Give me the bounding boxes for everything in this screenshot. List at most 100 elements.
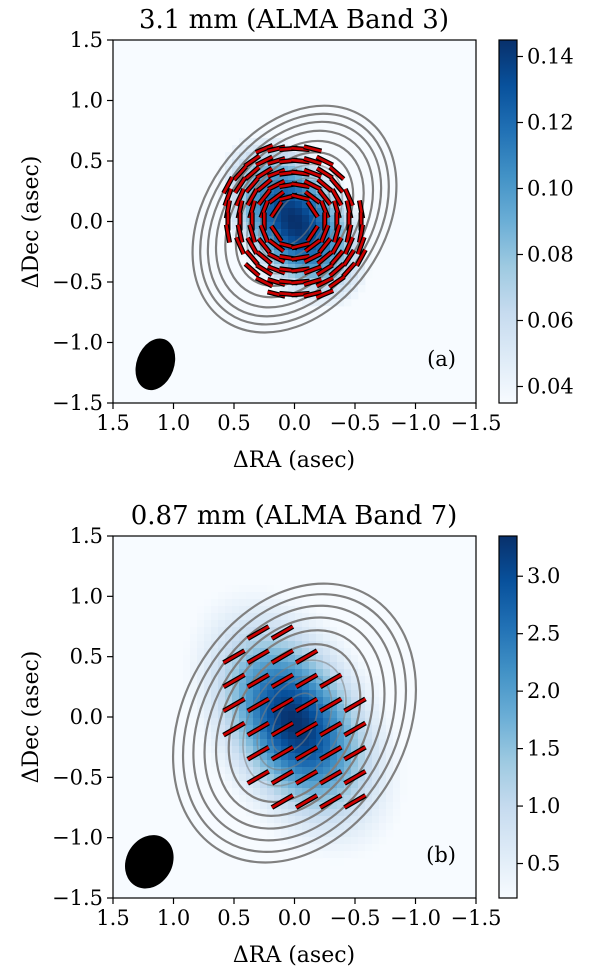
emission-pixel [351, 823, 359, 831]
polarization-vector [269, 224, 284, 243]
emission-pixel [372, 690, 380, 698]
emission-pixel [281, 152, 289, 160]
polarization-vector [303, 264, 323, 276]
emission-pixel [330, 669, 338, 677]
emission-pixel [260, 788, 268, 796]
colorbar-tick-label: 0.12 [527, 111, 574, 135]
emission-pixel [365, 809, 373, 817]
emission-pixel [330, 641, 338, 649]
emission-pixel [288, 215, 296, 223]
emission-pixel [288, 222, 296, 230]
emission-pixel [372, 837, 380, 845]
emission-pixel [323, 739, 331, 747]
emission-pixel [211, 704, 219, 712]
emission-pixel [295, 718, 303, 726]
emission-pixel [344, 718, 352, 726]
emission-pixel [246, 620, 254, 628]
emission-pixel [302, 837, 310, 845]
panel-a-colorbar: 0.04 0.06 0.08 0.10 0.12 0.14 [498, 39, 574, 404]
emission-pixel [330, 215, 338, 223]
contour-line [171, 582, 418, 864]
emission-pixel [358, 837, 366, 845]
emission-pixel [358, 753, 366, 761]
polarization-vector [245, 188, 259, 207]
emission-pixel [358, 844, 366, 852]
emission-pixel [218, 732, 226, 740]
polarization-vector [222, 696, 246, 714]
emission-pixel [288, 613, 296, 621]
emission-pixel [337, 837, 345, 845]
emission-pixel [337, 627, 345, 635]
emission-pixel [260, 641, 268, 649]
contour-line [214, 629, 375, 817]
emission-pixel [190, 634, 198, 642]
emission-pixel [281, 187, 289, 195]
emission-pixel [330, 739, 338, 747]
emission-pixel [281, 592, 289, 600]
x-tick-label: −1.0 [390, 906, 441, 930]
emission-pixel [204, 676, 212, 684]
emission-pixel [183, 648, 191, 656]
emission-pixel [302, 669, 310, 677]
emission-pixel [260, 138, 268, 146]
emission-pixel [281, 655, 289, 663]
emission-pixel [197, 662, 205, 670]
emission-pixel [351, 222, 359, 230]
emission-pixel [295, 774, 303, 782]
emission-pixel [260, 152, 268, 160]
emission-pixel [211, 662, 219, 670]
colorbar-tick-label: 3.0 [527, 564, 560, 588]
emission-pixel [260, 753, 268, 761]
emission-pixel [309, 201, 317, 209]
polarization-vector [328, 262, 346, 278]
emission-pixel [204, 613, 212, 621]
emission-pixel [365, 823, 373, 831]
emission-pixel [253, 760, 261, 768]
emission-pixel [225, 585, 233, 593]
emission-pixel [337, 194, 345, 202]
emission-pixel [337, 844, 345, 852]
emission-pixel [211, 676, 219, 684]
polarization-vector [303, 251, 322, 265]
emission-pixel [281, 620, 289, 628]
polarization-vector [330, 188, 344, 207]
colorbar-tick-label: 0.5 [527, 852, 560, 876]
emission-pixel [330, 648, 338, 656]
emission-pixel [316, 215, 324, 223]
emission-pixel [372, 767, 380, 775]
emission-pixel [295, 606, 303, 614]
emission-pixel [393, 746, 401, 754]
emission-pixel [372, 697, 380, 705]
contour-line [203, 616, 386, 830]
emission-pixel [274, 599, 282, 607]
emission-pixel [197, 634, 205, 642]
emission-pixel [295, 844, 303, 852]
emission-pixel [323, 844, 331, 852]
emission-pixel [323, 760, 331, 768]
emission-pixel [330, 858, 338, 866]
emission-pixel [330, 683, 338, 691]
emission-pixel [267, 613, 275, 621]
emission-pixel [281, 802, 289, 810]
emission-pixel [253, 788, 261, 796]
emission-pixel [351, 753, 359, 761]
emission-pixel [232, 781, 240, 789]
emission-pixel [358, 690, 366, 698]
emission-pixel [246, 795, 254, 803]
polarization-vector [254, 143, 274, 155]
emission-pixel [323, 634, 331, 642]
emission-pixel [260, 802, 268, 810]
emission-pixel [302, 739, 310, 747]
emission-pixel [239, 753, 247, 761]
emission-pixel [232, 152, 240, 160]
polarization-vector [266, 167, 286, 179]
emission-pixel [351, 243, 359, 251]
emission-pixel [295, 767, 303, 775]
emission-pixel [218, 753, 226, 761]
emission-pixel [351, 264, 359, 272]
emission-pixel [260, 704, 268, 712]
emission-pixel [183, 634, 191, 642]
emission-pixel [246, 145, 254, 153]
emission-pixel [232, 620, 240, 628]
emission-pixel [309, 222, 317, 230]
